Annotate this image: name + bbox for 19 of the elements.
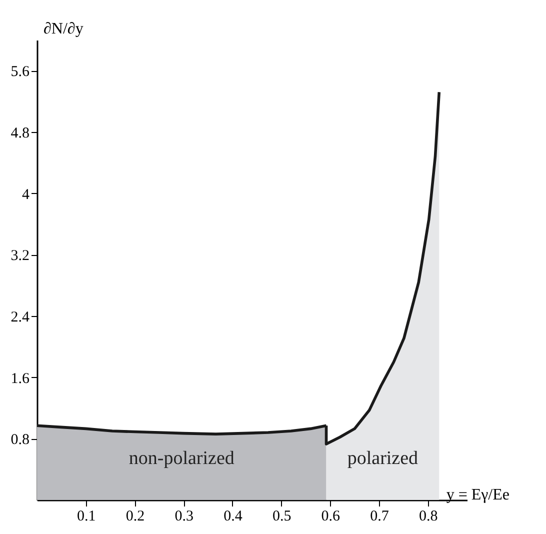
x-tick-label: 0.5: [272, 508, 292, 524]
y-axis-title: ∂N/∂y: [44, 20, 84, 38]
y-tick-label: 2.4: [10, 310, 30, 326]
x-tick-label: 0.8: [419, 508, 438, 524]
x-tick-label: 0.6: [321, 508, 341, 524]
y-tick-label: 4.8: [10, 126, 30, 142]
x-tick-label: 0.2: [126, 508, 145, 524]
x-axis-title: y = Eγ/Ee: [446, 486, 510, 504]
series-label: polarized: [347, 448, 419, 469]
y-tick-label: 3.2: [10, 248, 30, 264]
x-tick-label: 0.3: [174, 508, 194, 524]
y-tick-label: 4: [22, 186, 30, 203]
x-tick-label: 0.1: [76, 508, 96, 524]
y-tick-label: 1.6: [10, 370, 30, 387]
y-tick-label: 5.6: [10, 64, 30, 80]
x-tick-label: 0.4: [224, 508, 243, 524]
series-label: non-polarized: [128, 448, 235, 469]
x-tick-label: 0.7: [370, 508, 390, 524]
y-tick-label: 0.8: [10, 432, 30, 448]
